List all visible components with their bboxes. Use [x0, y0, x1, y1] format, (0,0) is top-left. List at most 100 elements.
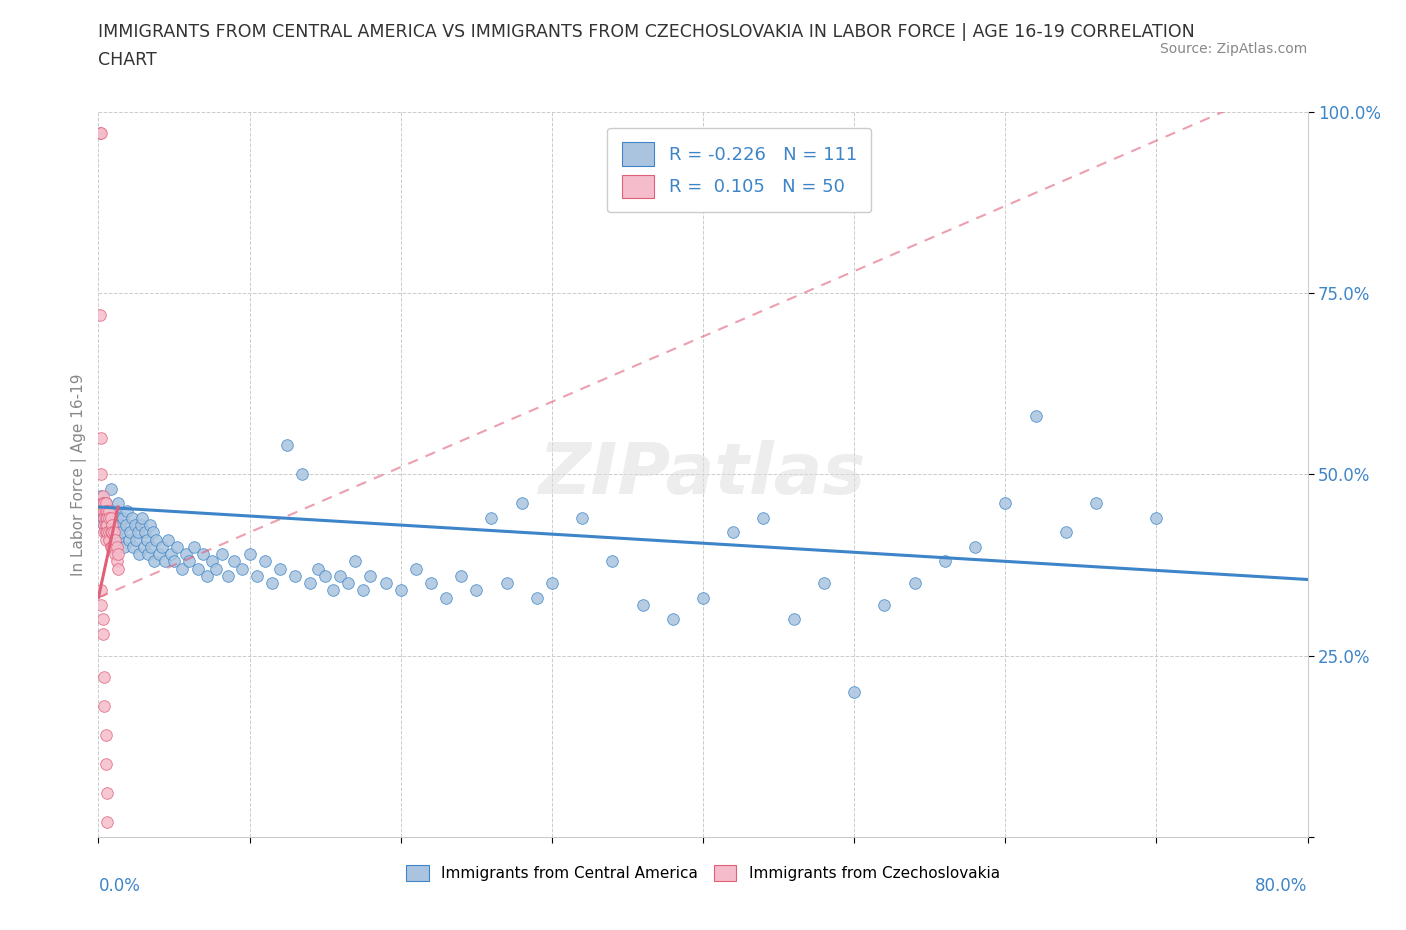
Point — [114, 518, 136, 533]
Point — [115, 503, 138, 518]
Point — [96, 511, 118, 525]
Point — [105, 525, 128, 539]
Point — [100, 482, 122, 497]
Point — [1144, 511, 1167, 525]
Point — [723, 525, 745, 539]
Point — [262, 576, 284, 591]
Point — [136, 547, 159, 562]
Point — [434, 591, 457, 605]
Point — [93, 518, 115, 533]
Point — [125, 532, 148, 547]
Point — [91, 612, 114, 627]
Point — [101, 539, 124, 554]
Point — [96, 525, 118, 539]
Point — [540, 576, 562, 591]
Point — [104, 518, 127, 533]
Point — [1024, 409, 1046, 424]
Point — [813, 576, 835, 591]
Point — [360, 568, 382, 583]
Point — [90, 467, 112, 482]
Point — [904, 576, 927, 591]
Point — [89, 307, 111, 322]
Point — [179, 554, 201, 569]
Point — [844, 684, 866, 699]
Point — [91, 627, 114, 642]
Point — [96, 503, 118, 518]
Point — [205, 561, 228, 576]
Point — [150, 539, 173, 554]
Point — [156, 532, 179, 547]
Point — [101, 518, 124, 533]
Point — [141, 539, 163, 554]
Point — [91, 511, 114, 525]
Point — [450, 568, 472, 583]
Point — [692, 591, 714, 605]
Point — [183, 539, 205, 554]
Point — [93, 511, 115, 525]
Text: ZIPatlas: ZIPatlas — [540, 440, 866, 509]
Point — [322, 583, 344, 598]
Point — [105, 511, 128, 525]
Point — [103, 503, 125, 518]
Point — [90, 597, 112, 612]
Point — [352, 583, 374, 598]
Point — [94, 496, 117, 511]
Point — [93, 699, 115, 714]
Point — [374, 576, 396, 591]
Text: IMMIGRANTS FROM CENTRAL AMERICA VS IMMIGRANTS FROM CZECHOSLOVAKIA IN LABOR FORCE: IMMIGRANTS FROM CENTRAL AMERICA VS IMMIG… — [98, 23, 1195, 41]
Point — [148, 547, 170, 562]
Point — [284, 568, 307, 583]
Point — [631, 597, 654, 612]
Point — [166, 539, 188, 554]
Point — [201, 554, 224, 569]
Point — [246, 568, 269, 583]
Point — [153, 554, 176, 569]
Point — [107, 547, 129, 562]
Point — [195, 568, 218, 583]
Point — [495, 576, 517, 591]
Point — [135, 532, 157, 547]
Point — [336, 576, 359, 591]
Point — [107, 532, 129, 547]
Point — [142, 525, 165, 539]
Point — [96, 503, 118, 518]
Point — [103, 532, 125, 547]
Point — [101, 518, 124, 533]
Point — [299, 576, 322, 591]
Text: 0.0%: 0.0% — [98, 877, 141, 895]
Point — [90, 488, 112, 503]
Point — [101, 525, 124, 539]
Point — [1054, 525, 1077, 539]
Point — [163, 554, 186, 569]
Point — [98, 503, 121, 518]
Point — [420, 576, 443, 591]
Point — [314, 568, 336, 583]
Point — [98, 532, 121, 547]
Point — [96, 518, 118, 533]
Point — [526, 591, 548, 605]
Point — [96, 511, 118, 525]
Point — [110, 525, 132, 539]
Point — [121, 511, 143, 525]
Point — [134, 525, 156, 539]
Point — [98, 511, 121, 525]
Point — [143, 554, 166, 569]
Point — [93, 518, 115, 533]
Text: Source: ZipAtlas.com: Source: ZipAtlas.com — [1160, 42, 1308, 56]
Point — [98, 525, 121, 539]
Point — [104, 547, 127, 562]
Point — [94, 525, 117, 539]
Point — [105, 554, 128, 569]
Point — [98, 518, 121, 533]
Point — [107, 561, 129, 576]
Point — [661, 612, 683, 627]
Point — [1085, 496, 1108, 511]
Point — [571, 511, 593, 525]
Point — [602, 554, 624, 569]
Point — [187, 561, 209, 576]
Point — [128, 547, 150, 562]
Point — [329, 568, 352, 583]
Point — [170, 561, 193, 576]
Point — [132, 539, 155, 554]
Point — [94, 511, 117, 525]
